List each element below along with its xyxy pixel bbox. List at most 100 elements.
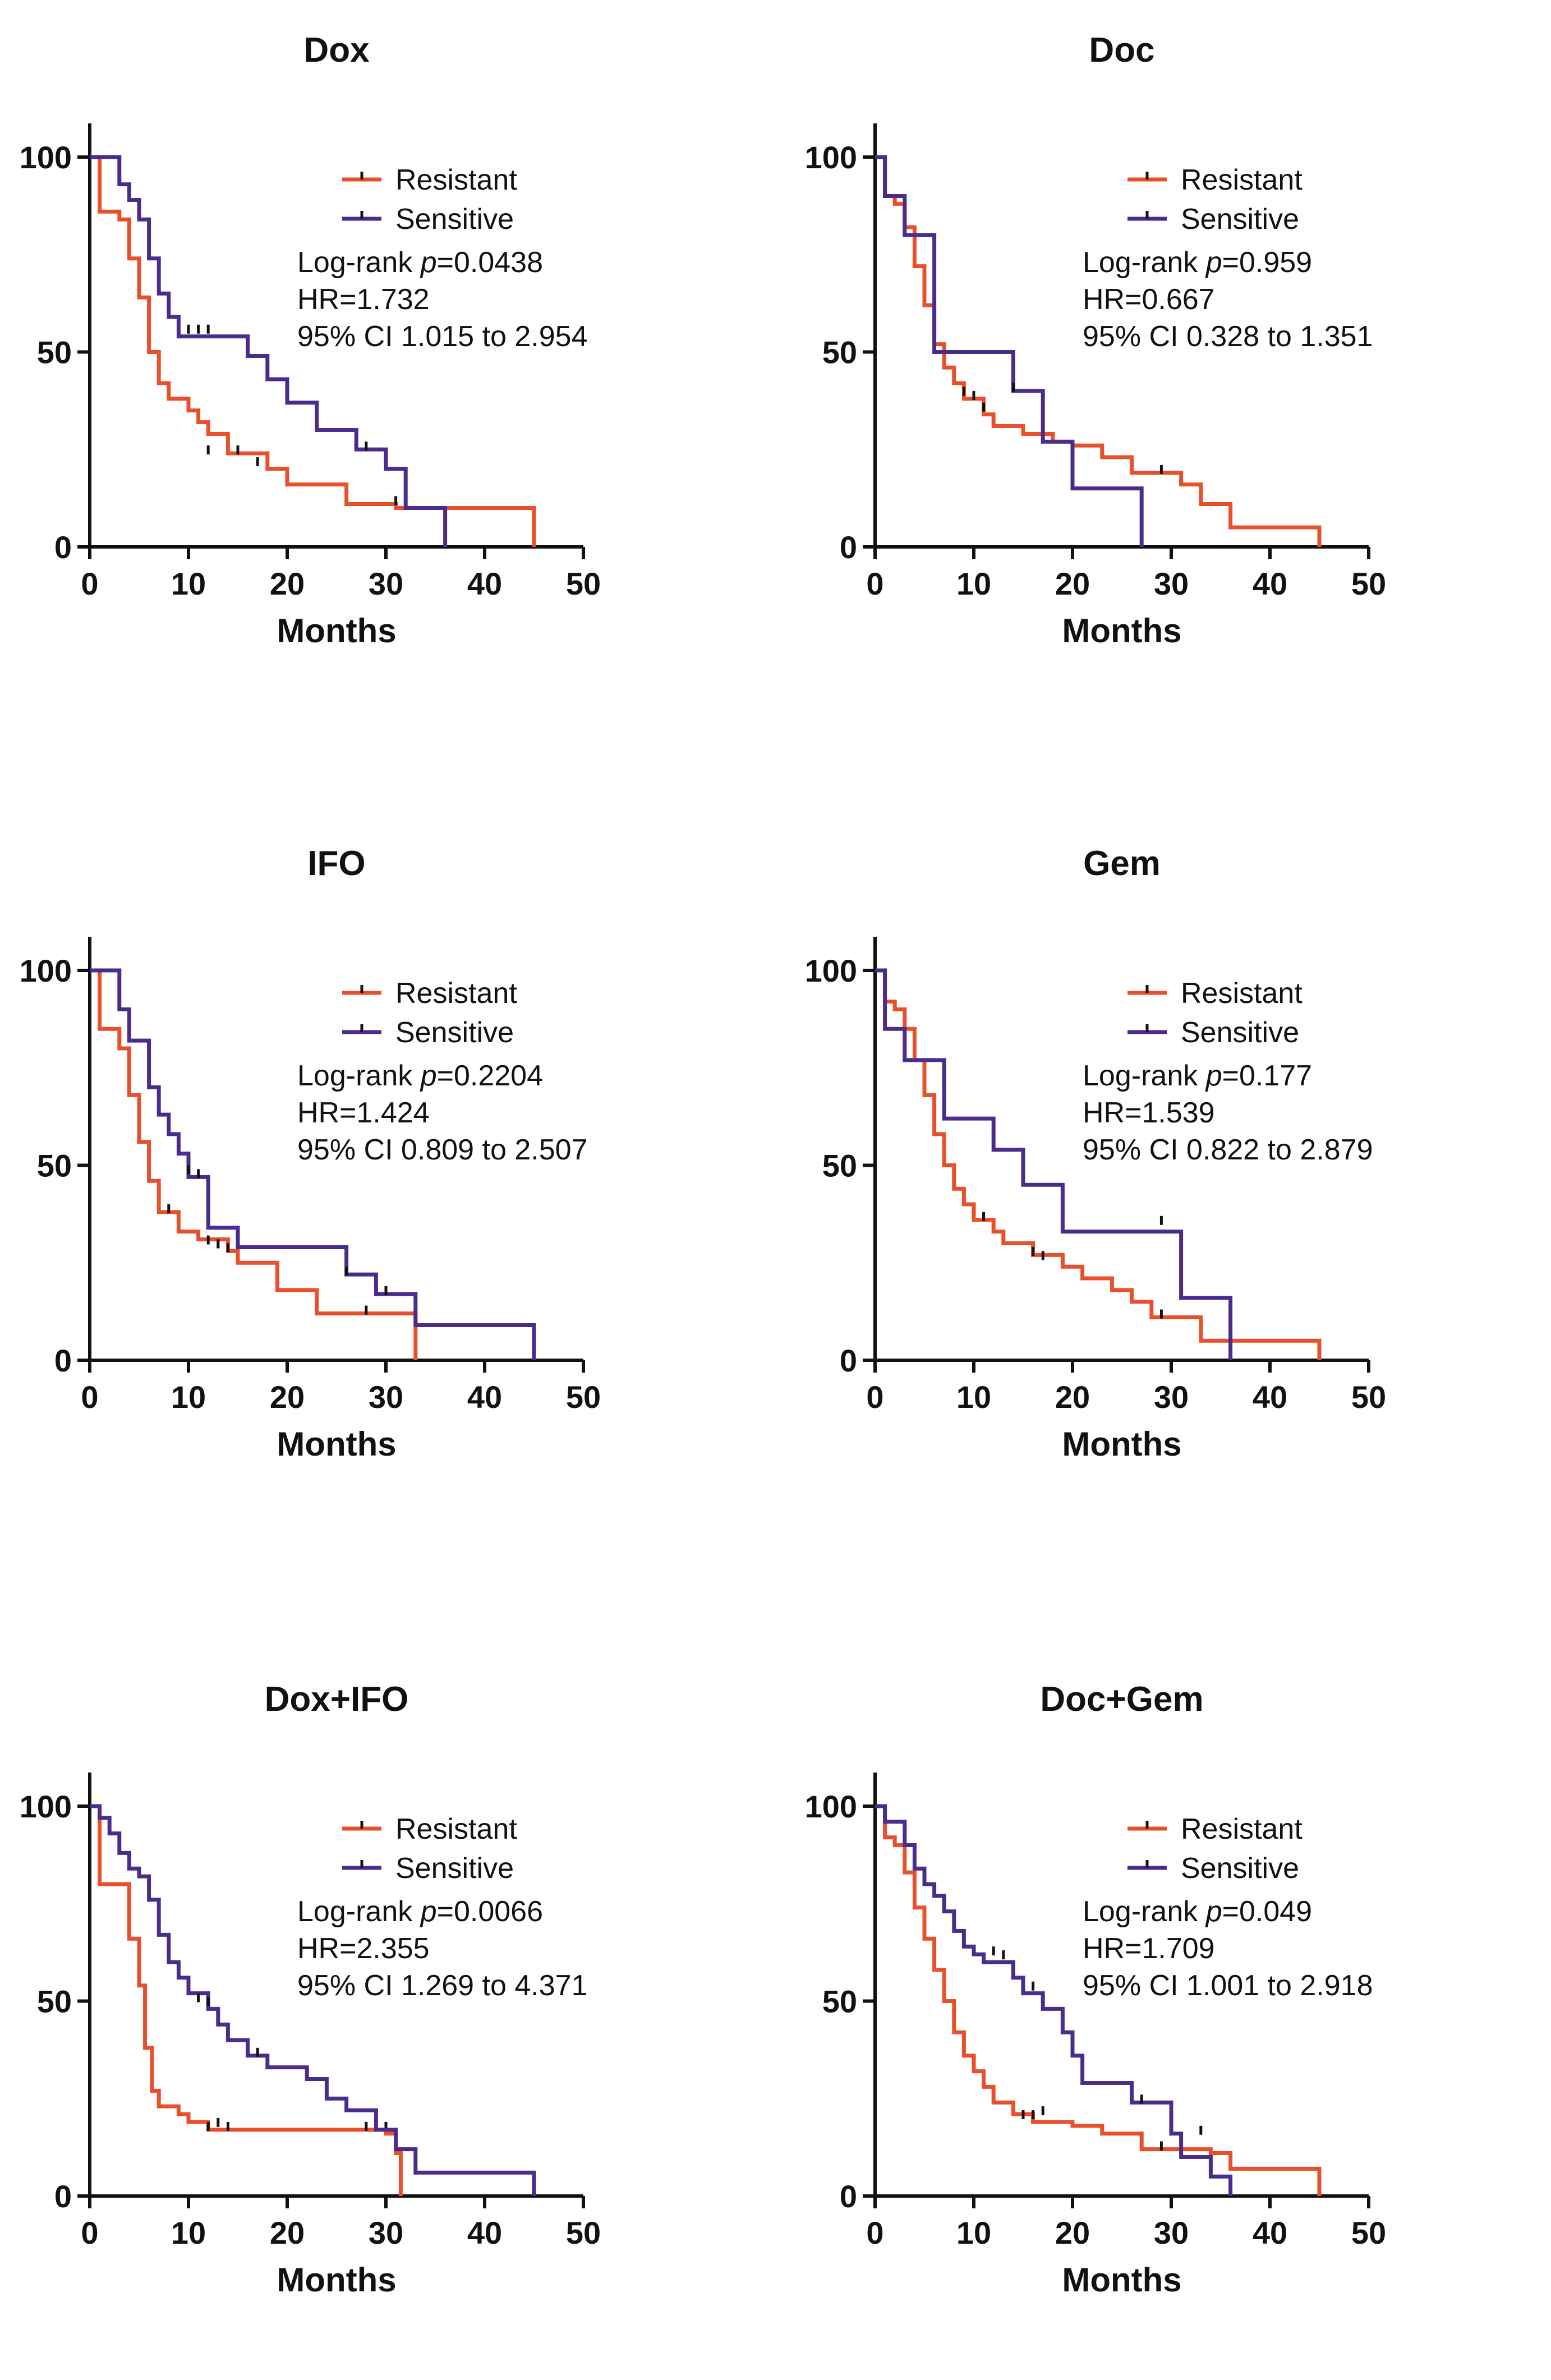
y-tick-label: 50 [822,335,857,370]
series-line-resistant [90,968,418,1360]
x-tick-label: 30 [369,566,403,601]
panel-doc-gem: Doc+Gem 0 50 100 0 10 20 30 40 50 Months Resistant S… [785,1649,1515,2350]
x-tick-label: 20 [270,1379,305,1415]
legend-label-sensitive: Sensitive [1181,1016,1299,1049]
y-tick-label: 0 [840,1343,857,1378]
legend-label-resistant: Resistant [1181,164,1303,196]
confidence-interval-text: 95% CI 1.015 to 2.954 [297,320,588,353]
logrank-text: Log-rank p=0.0438 [297,246,543,279]
p-value: =0.959 [1222,246,1313,279]
x-tick-label: 40 [1253,1379,1287,1415]
x-tick-label: 10 [956,566,991,601]
hazard-ratio-text: HR=0.667 [1083,283,1215,316]
x-tick-label: 10 [171,2215,206,2250]
x-tick-label: 0 [81,2215,98,2250]
x-axis-label: Months [277,612,396,650]
legend-label-sensitive: Sensitive [395,203,514,236]
hazard-ratio-text: HR=1.709 [1083,1932,1215,1965]
confidence-interval-text: 95% CI 0.328 to 1.351 [1083,320,1373,353]
x-tick-label: 10 [171,566,206,601]
x-tick-label: 20 [1055,1379,1090,1415]
confidence-interval-text: 95% CI 1.001 to 2.918 [1083,1969,1373,2002]
panel-dox-ifo: Dox+IFO 0 50 100 0 10 20 30 40 50 Months Resistant S… [0,1649,729,2350]
p-symbol: p [420,1060,437,1092]
x-axis-label: Months [277,2261,396,2299]
p-symbol: p [420,1895,437,1928]
chart-ifo: IFO 0 50 100 0 10 20 30 40 50 Months Resistant Sensi… [20,844,601,1463]
logrank-text: Log-rank p=0.0066 [297,1895,543,1928]
chart-gem: Gem 0 50 100 0 10 20 30 40 50 Months Resistant Sensi… [805,844,1387,1463]
x-tick-label: 10 [956,1379,991,1415]
confidence-interval-text: 95% CI 0.822 to 2.879 [1083,1134,1373,1166]
y-tick-label: 0 [840,2179,857,2214]
logrank-text: Log-rank p=0.2204 [297,1060,543,1092]
chart-doc: Doc 0 50 100 0 10 20 30 40 50 Months Resistant Sensi… [805,31,1387,650]
x-tick-label: 30 [1154,566,1189,601]
x-tick-label: 10 [956,2215,991,2250]
logrank-prefix: Log-rank [1083,1060,1206,1092]
confidence-interval-text: 95% CI 1.269 to 4.371 [297,1969,588,2002]
x-tick-label: 0 [81,566,98,601]
logrank-prefix: Log-rank [1083,1895,1206,1928]
p-symbol: p [1205,1060,1222,1092]
x-tick-label: 20 [270,2215,305,2250]
y-tick-label: 50 [37,335,72,370]
x-tick-label: 30 [369,2215,403,2250]
y-tick-label: 50 [37,1148,72,1184]
panel-ifo: IFO 0 50 100 0 10 20 30 40 50 Months Resistant Sensi… [0,813,729,1514]
y-tick-label: 100 [805,140,857,175]
panel-dox: Dox 0 50 100 0 10 20 30 40 50 Months Resistant Sensi… [0,0,729,701]
x-tick-label: 40 [467,1379,502,1415]
panel-gem: Gem 0 50 100 0 10 20 30 40 50 Months Resistant Sensi… [785,813,1515,1514]
x-tick-label: 20 [270,566,305,601]
series-line-resistant [90,155,536,547]
series-line-sensitive [875,968,1233,1360]
y-tick-label: 100 [805,1789,857,1824]
y-tick-label: 100 [20,953,72,988]
legend-label-sensitive: Sensitive [395,1852,514,1885]
legend-label-resistant: Resistant [395,164,517,196]
y-tick-label: 50 [822,1148,857,1184]
chart-doc-gem: Doc+Gem 0 50 100 0 10 20 30 40 50 Months Resistant S… [805,1680,1387,2299]
legend-label-resistant: Resistant [395,1813,517,1845]
x-tick-label: 10 [171,1379,206,1415]
x-tick-label: 0 [866,2215,883,2250]
series-line-sensitive [875,1804,1233,2196]
y-tick-label: 100 [805,953,857,988]
x-tick-label: 50 [566,2215,601,2250]
p-value: =0.177 [1222,1060,1313,1092]
logrank-prefix: Log-rank [297,1895,421,1928]
chart-title: Doc+Gem [1040,1680,1203,1719]
x-tick-label: 30 [369,1379,403,1415]
p-symbol: p [420,246,437,279]
panel-doc: Doc 0 50 100 0 10 20 30 40 50 Months Resistant Sensi… [785,0,1515,701]
series-line-sensitive [90,968,536,1360]
p-value: =0.0066 [437,1895,543,1928]
series-line-resistant [90,1804,403,2196]
logrank-text: Log-rank p=0.177 [1083,1060,1312,1092]
x-tick-label: 0 [81,1379,98,1415]
chart-dox-ifo: Dox+IFO 0 50 100 0 10 20 30 40 50 Months Resistant S… [20,1680,601,2299]
x-tick-label: 20 [1055,2215,1090,2250]
x-tick-label: 40 [1253,566,1287,601]
legend-label-resistant: Resistant [395,977,517,1010]
series-line-sensitive [875,155,1144,547]
logrank-text: Log-rank p=0.959 [1083,246,1312,279]
x-axis-label: Months [277,1425,396,1463]
series-line-resistant [875,1804,1322,2196]
x-axis-label: Months [1062,612,1181,650]
y-tick-label: 0 [54,1343,72,1378]
y-tick-label: 0 [840,530,857,565]
p-value: =0.0438 [437,246,543,279]
logrank-prefix: Log-rank [297,1060,421,1092]
x-tick-label: 30 [1154,1379,1189,1415]
legend-label-resistant: Resistant [1181,1813,1303,1845]
x-tick-label: 0 [866,566,883,601]
series-line-resistant [875,968,1322,1360]
chart-title: Doc [1089,31,1154,70]
x-tick-label: 20 [1055,566,1090,601]
y-tick-label: 100 [20,140,72,175]
chart-title: IFO [307,844,365,883]
hazard-ratio-text: HR=1.732 [297,283,430,316]
